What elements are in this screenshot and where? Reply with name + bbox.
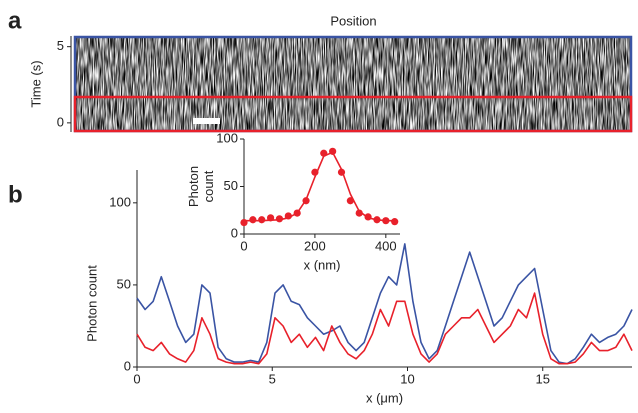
x-tick-label: 5 [269, 371, 276, 386]
y-tick-label: 0 [231, 225, 238, 240]
x-axis-label: x (nm) [304, 257, 341, 272]
y-tick-label: 50 [224, 178, 238, 193]
image-title: Position [330, 13, 376, 28]
y-tick-label: 0 [57, 114, 64, 129]
x-tick-label: 0 [240, 238, 247, 253]
x-axis-label: x (μm) [366, 390, 403, 405]
x-tick-label: 400 [375, 238, 397, 253]
y-tick-label: 0 [124, 358, 131, 373]
fit-line [244, 151, 395, 222]
data-line [136, 292, 633, 365]
x-tick-label: 15 [536, 371, 550, 386]
kymograph [75, 36, 632, 132]
y-tick-label: 100 [216, 130, 238, 145]
y-tick-label: 5 [57, 38, 64, 53]
panel-letter: a [8, 7, 22, 34]
x-tick-label: 0 [133, 371, 140, 386]
y-tick-label: 100 [109, 194, 131, 209]
data-point [355, 209, 363, 217]
y-axis-label: Time (s) [28, 60, 43, 107]
y-axis-label: Photon count [84, 265, 99, 342]
data-line [136, 243, 633, 365]
red-region [73, 95, 633, 133]
y-axis-label: Photoncount [186, 166, 216, 207]
y-tick-label: 50 [117, 276, 131, 291]
x-tick-label: 10 [400, 371, 414, 386]
scale-bar [193, 118, 220, 124]
panel-letter: b [8, 181, 23, 208]
data-point [258, 216, 266, 224]
data-point [391, 218, 399, 226]
x-tick-label: 200 [304, 238, 326, 253]
data-point [249, 216, 257, 224]
